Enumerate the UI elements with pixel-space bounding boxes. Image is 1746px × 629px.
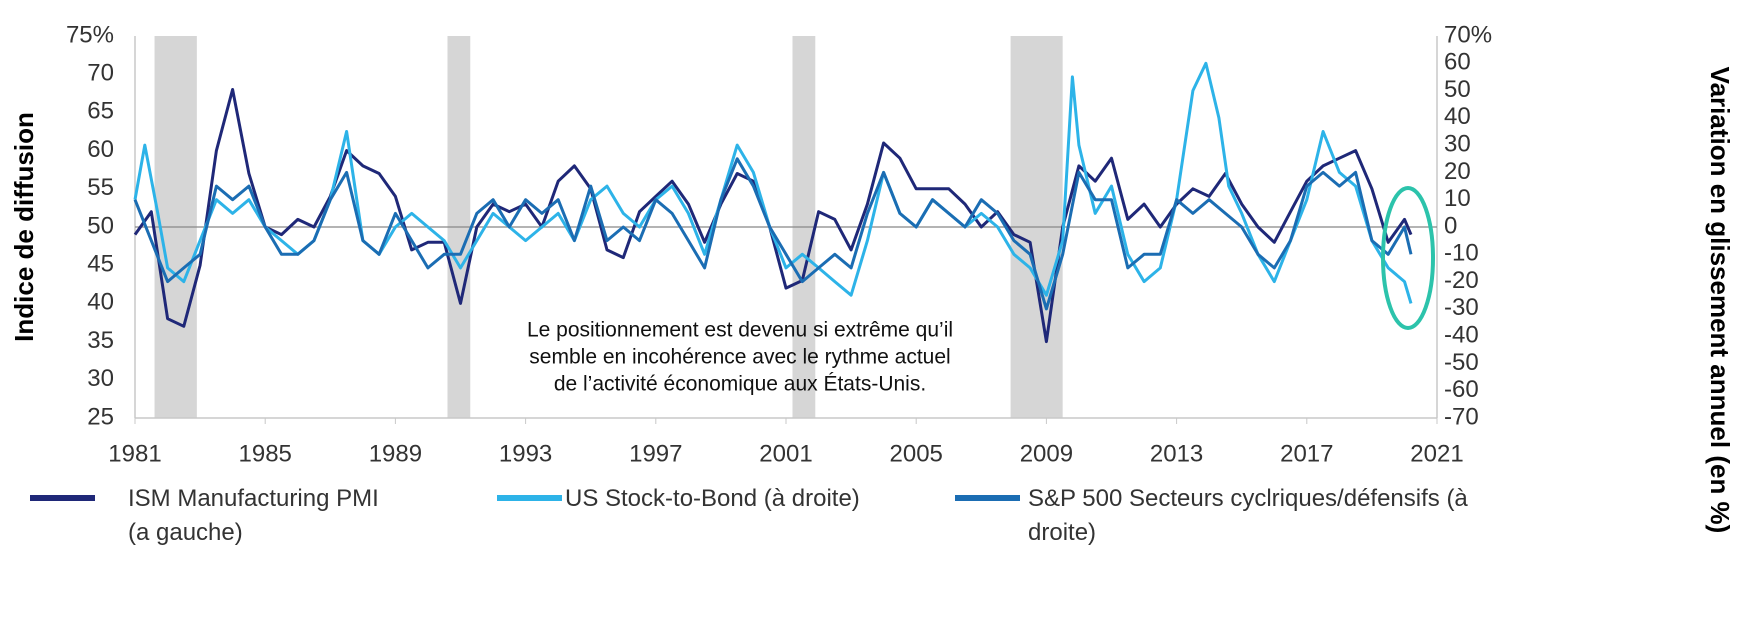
legend-label: US Stock-to-Bond (à droite) <box>565 485 860 512</box>
y2-axis-label: Variation en glissement annuel (en %) <box>1705 67 1735 534</box>
y2-tick-label: 70% <box>1444 21 1492 48</box>
y2-tick-label: -50 <box>1444 349 1479 376</box>
highlight-ellipse <box>1381 186 1435 330</box>
y2-tick-label: -40 <box>1444 321 1479 348</box>
y-axis-label: Indice de diffusion <box>9 112 39 342</box>
annotation-text: de l’activité économique aux États-Unis. <box>554 373 926 396</box>
y-tick-label: 45 <box>87 251 114 278</box>
y-tick-label: 55 <box>87 174 114 201</box>
x-tick-label: 2001 <box>759 440 812 467</box>
y-tick-label: 25 <box>87 403 114 430</box>
series-line <box>133 61 1413 304</box>
axes: 25 30 35 40 45 50 55 60 65 70 75% -70-60-50-40-30-2… <box>66 21 1492 467</box>
x-tick-label: 1997 <box>629 440 682 467</box>
y2-tick-label: 50 <box>1444 76 1471 103</box>
x-tick-label: 2009 <box>1020 440 1073 467</box>
y-tick-label: 60 <box>87 136 114 163</box>
y2-tick-label: 40 <box>1444 103 1471 130</box>
series-line <box>133 157 1413 311</box>
x-tick-label: 2013 <box>1150 440 1203 467</box>
x-tick-label: 2021 <box>1410 440 1463 467</box>
x-tick-label: 1993 <box>499 440 552 467</box>
x-tick-label: 2017 <box>1280 440 1333 467</box>
y2-tick-label: -20 <box>1444 267 1479 294</box>
y2-tick-label: -10 <box>1444 240 1479 267</box>
annotation-text: Le positionnement est devenu si extrême … <box>527 319 953 342</box>
y2-tick-label: 60 <box>1444 49 1471 76</box>
series-lines <box>133 61 1413 344</box>
y-tick-label: 35 <box>87 327 114 354</box>
legend-label: S&P 500 Secteurs cyclriques/défensifs (à… <box>1028 485 1468 546</box>
x-tick-label: 1989 <box>369 440 422 467</box>
y-tick-label: 50 <box>87 212 114 239</box>
y-tick-label: 30 <box>87 365 114 392</box>
y2-tick-label: 30 <box>1444 130 1471 157</box>
y2-tick-label: -30 <box>1444 294 1479 321</box>
y2-tick-label: 10 <box>1444 185 1471 212</box>
y2-tick-label: 20 <box>1444 158 1471 185</box>
annotation-text: semble en incohérence avec le rythme act… <box>529 346 950 369</box>
y-tick-label: 40 <box>87 289 114 316</box>
y2-tick-label: -60 <box>1444 376 1479 403</box>
y2-tick-label: 0 <box>1444 212 1457 239</box>
y-tick-label: 75% <box>66 21 114 48</box>
y-tick-label: 65 <box>87 98 114 125</box>
legend-label: ISM Manufacturing PMI (a gauche) <box>128 485 379 546</box>
x-tick-label: 1985 <box>239 440 292 467</box>
x-tick-label: 1981 <box>108 440 161 467</box>
x-tick-label: 2005 <box>890 440 943 467</box>
y2-tick-label: -70 <box>1444 403 1479 430</box>
y-tick-label: 70 <box>87 60 114 87</box>
annotation: Le positionnement est devenu si extrême … <box>527 319 953 396</box>
